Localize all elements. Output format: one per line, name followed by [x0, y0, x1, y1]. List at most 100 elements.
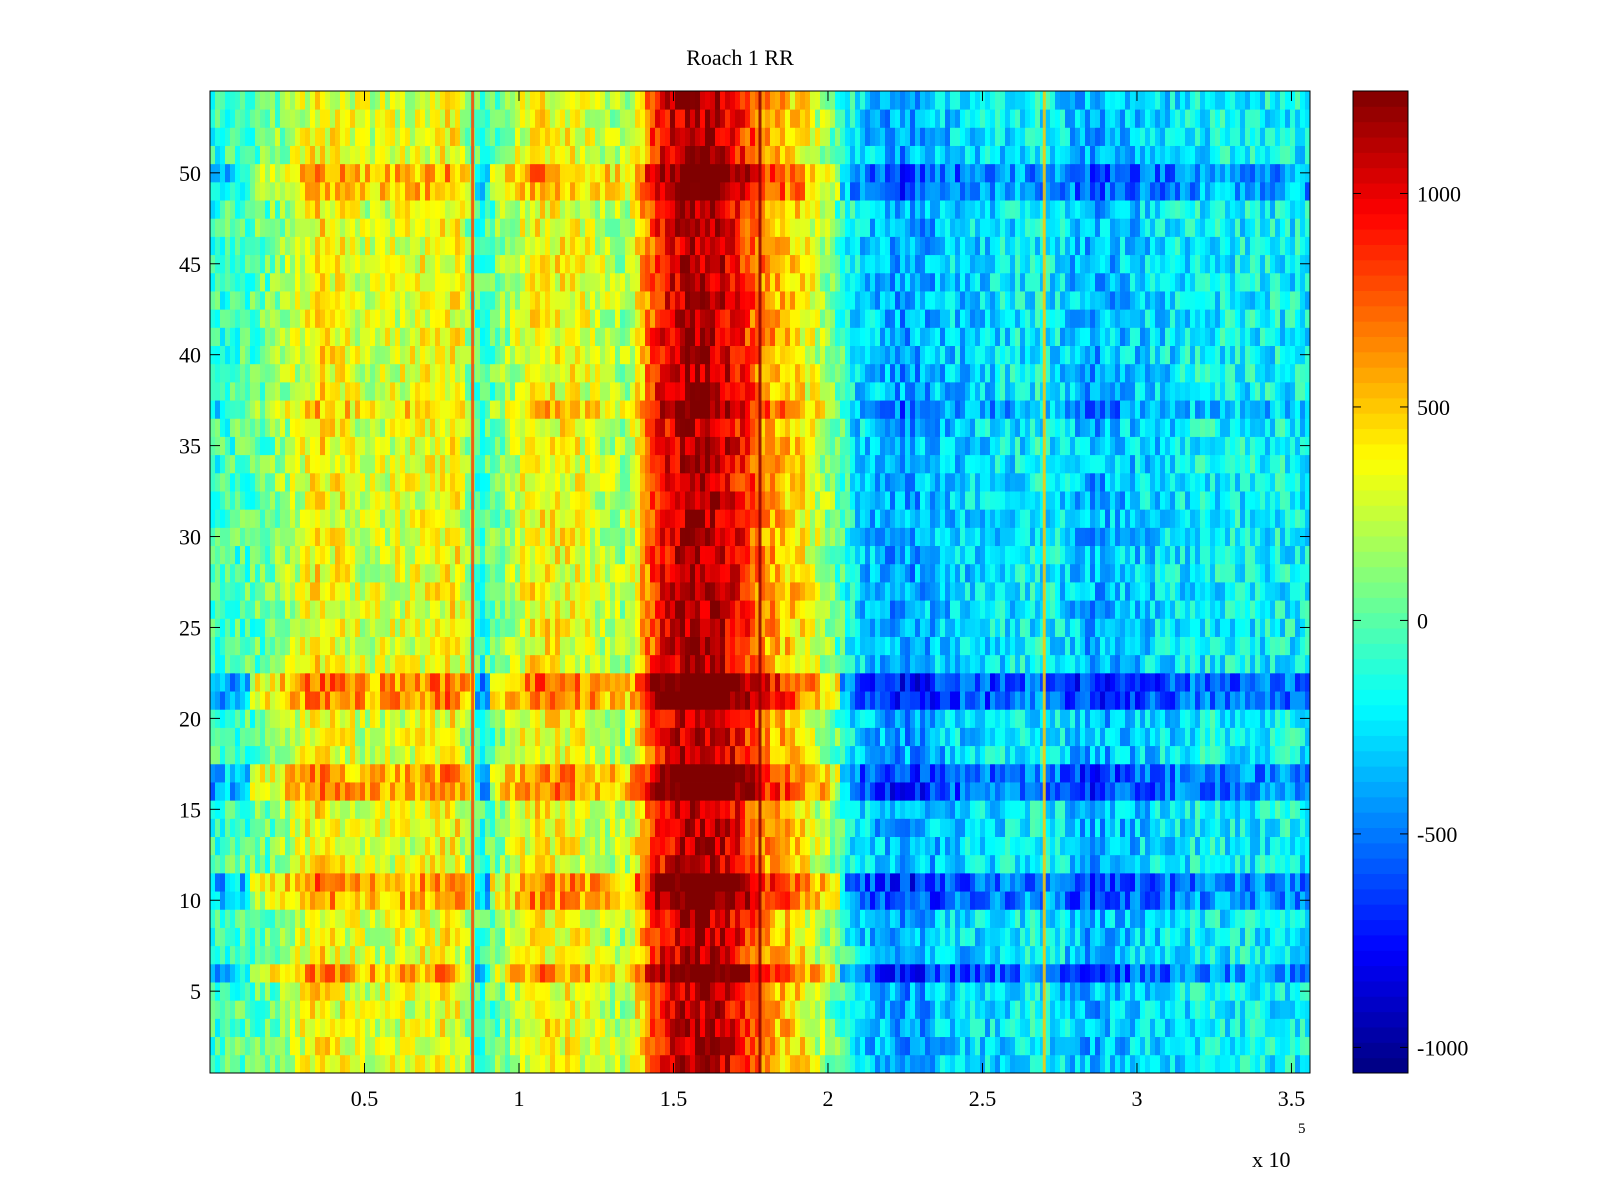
heatmap-cell — [765, 763, 771, 783]
heatmap-cell — [525, 982, 531, 1001]
heatmap-cell — [995, 782, 1001, 801]
heatmap-cell — [765, 963, 771, 983]
heatmap-cell — [905, 709, 911, 728]
heatmap-cell — [265, 909, 271, 928]
heatmap-cell — [960, 763, 966, 783]
heatmap-cell — [625, 672, 631, 692]
heatmap-cell — [810, 963, 816, 983]
heatmap-cell — [1095, 800, 1101, 819]
heatmap-cell — [355, 927, 361, 947]
heatmap-cell — [950, 909, 956, 928]
heatmap-cell — [365, 982, 371, 1001]
heatmap-cell — [1075, 672, 1081, 692]
heatmap-cell — [945, 763, 951, 783]
heatmap-cell — [530, 854, 536, 874]
heatmap-cell — [230, 672, 236, 692]
heatmap-cell — [355, 1036, 361, 1056]
heatmap-cell — [905, 654, 911, 674]
heatmap-cell — [1040, 945, 1046, 965]
heatmap-cell — [860, 800, 866, 819]
heatmap-cell — [785, 891, 791, 910]
heatmap-cell — [760, 836, 766, 856]
heatmap-cell — [830, 763, 836, 783]
heatmap-cell — [1210, 672, 1216, 692]
heatmap-cell — [795, 745, 801, 765]
heatmap-cell — [675, 836, 681, 856]
heatmap-cell — [1085, 818, 1091, 837]
heatmap-cell — [505, 1036, 511, 1056]
heatmap-cell — [1255, 963, 1261, 983]
heatmap-cell — [1025, 872, 1031, 892]
heatmap-cell — [1220, 872, 1226, 892]
heatmap-cell — [315, 872, 321, 892]
heatmap-cell — [615, 1000, 621, 1019]
heatmap-cell — [440, 691, 446, 710]
heatmap-cell — [905, 1036, 911, 1056]
heatmap-cell — [825, 1036, 831, 1056]
heatmap-cell — [490, 854, 496, 874]
heatmap-cell — [975, 854, 981, 874]
heatmap-cell — [965, 709, 971, 728]
heatmap-cell — [565, 1054, 571, 1074]
heatmap-cell — [500, 1000, 506, 1019]
heatmap-cell — [450, 745, 456, 765]
heatmap-cell — [925, 1018, 931, 1038]
heatmap-cell — [1290, 709, 1296, 728]
heatmap-cell — [730, 1036, 736, 1056]
heatmap-cell — [240, 1036, 246, 1056]
heatmap-cell — [800, 691, 806, 710]
heatmap-cell — [370, 782, 376, 801]
heatmap-cell — [590, 818, 596, 837]
heatmap-cell — [860, 672, 866, 692]
heatmap-cell — [615, 709, 621, 728]
heatmap-cell — [1155, 691, 1161, 710]
heatmap-cell — [1130, 818, 1136, 837]
heatmap-cell — [1005, 763, 1011, 783]
heatmap-cell — [210, 872, 216, 892]
heatmap-cell — [1085, 727, 1091, 747]
heatmap-cell — [695, 909, 701, 928]
heatmap-cell — [1100, 1000, 1106, 1019]
heatmap-cell — [715, 982, 721, 1001]
heatmap-cell — [1120, 1000, 1126, 1019]
heatmap-cell — [730, 982, 736, 1001]
heatmap-cell — [635, 982, 641, 1001]
heatmap-cell — [915, 727, 921, 747]
heatmap-cell — [1210, 927, 1216, 947]
heatmap-cell — [920, 1054, 926, 1074]
heatmap-cell — [1010, 854, 1016, 874]
heatmap-cell — [550, 763, 556, 783]
heatmap-cell — [850, 654, 856, 674]
heatmap-cell — [350, 800, 356, 819]
heatmap-cell — [520, 836, 526, 856]
heatmap-cell — [1080, 709, 1086, 728]
heatmap-cell — [445, 982, 451, 1001]
heatmap-cell — [595, 1036, 601, 1056]
heatmap-cell — [920, 709, 926, 728]
heatmap-cell — [1260, 745, 1266, 765]
heatmap-cell — [1060, 1018, 1066, 1038]
heatmap-cell — [625, 654, 631, 674]
heatmap-cell — [1255, 836, 1261, 856]
heatmap-cell — [910, 763, 916, 783]
heatmap-cell — [485, 1000, 491, 1019]
heatmap-cell — [315, 800, 321, 819]
heatmap-cell — [415, 891, 421, 910]
heatmap-cell — [510, 691, 516, 710]
heatmap-cell — [265, 818, 271, 837]
heatmap-cell — [565, 945, 571, 965]
heatmap-cell — [565, 727, 571, 747]
heatmap-cell — [1000, 800, 1006, 819]
heatmap-cell — [660, 818, 666, 837]
heatmap-cell — [1080, 854, 1086, 874]
heatmap-cell — [260, 891, 266, 910]
heatmap-cell — [835, 800, 841, 819]
heatmap-cell — [1280, 709, 1286, 728]
heatmap-cell — [345, 1054, 351, 1074]
heatmap-cell — [1115, 1054, 1121, 1074]
heatmap-cell — [925, 945, 931, 965]
heatmap-cell — [1130, 800, 1136, 819]
heatmap-cell — [1105, 963, 1111, 983]
heatmap-cell — [250, 745, 256, 765]
heatmap-cell — [440, 927, 446, 947]
